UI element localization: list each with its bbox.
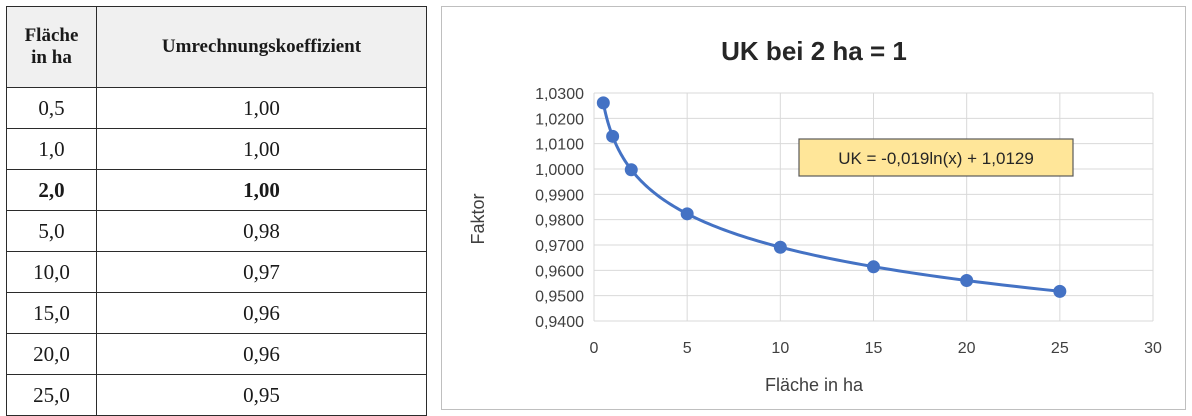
table-row: 25,0 0,95: [6, 374, 427, 416]
equation-label: UK = -0,019ln(x) + 1,0129: [798, 138, 1074, 177]
table-row: 0,5 1,00: [6, 87, 427, 129]
y-tick-label: 0,9400: [535, 314, 584, 331]
header-area-line2: in ha: [31, 47, 72, 68]
coefficient-table: Fläche in ha Umrechnungskoeffizient 0,5 1…: [6, 6, 427, 416]
y-tick-label: 1,0000: [535, 162, 584, 179]
x-tick-label: 15: [865, 340, 883, 357]
cell-area: 25,0: [6, 374, 97, 416]
y-tick-label: 1,0300: [535, 86, 584, 103]
cell-area: 2,0: [6, 169, 97, 211]
y-tick-label: 0,9800: [535, 213, 584, 230]
table-row: 20,0 0,96: [6, 333, 427, 375]
x-tick-label: 5: [683, 340, 692, 357]
table-row: 10,0 0,97: [6, 251, 427, 293]
cell-coefficient: 1,00: [96, 87, 427, 129]
cell-area: 20,0: [6, 333, 97, 375]
y-tick-label: 1,0100: [535, 137, 584, 154]
trendline: [601, 102, 1060, 293]
y-axis-tick-labels: 0,9400 0,9500 0,9600 0,9700 0,9800 0,9900 1,00…: [535, 86, 584, 331]
y-tick-label: 0,9500: [535, 289, 584, 306]
y-tick-label: 0,9700: [535, 238, 584, 255]
data-points: [596, 96, 1067, 298]
data-point: [773, 240, 787, 254]
y-axis-label: Faktor: [468, 193, 488, 244]
cell-coefficient: 0,98: [96, 210, 427, 252]
y-tick-label: 1,0200: [535, 111, 584, 128]
data-point: [1053, 284, 1067, 298]
header-area-line1: Fläche: [24, 25, 79, 46]
table-body: 0,5 1,00 1,0 1,00 2,0 1,00 5,0 0,98 10,0 0,97 15,0…: [6, 87, 427, 416]
cell-coefficient: 1,00: [96, 169, 427, 211]
equation-text: UK = -0,019ln(x) + 1,0129: [838, 149, 1034, 168]
factor-chart: UK bei 2 ha = 1 0,9400 0,9500 0,9600 0,9700…: [468, 36, 1162, 395]
header-coefficient: Umrechnungskoeffizient: [96, 6, 427, 88]
data-point: [596, 96, 610, 110]
cell-area: 1,0: [6, 128, 97, 170]
header-area: Fläche in ha: [6, 6, 97, 88]
table-row: 15,0 0,96: [6, 292, 427, 334]
x-tick-label: 0: [590, 340, 599, 357]
equation-box: [798, 138, 1074, 177]
x-axis-tick-labels: 0 5 10 15 20 25 30: [590, 340, 1162, 357]
data-point: [624, 163, 638, 177]
table-header-row: Fläche in ha Umrechnungskoeffizient: [6, 6, 427, 88]
data-point: [960, 273, 974, 287]
cell-area: 10,0: [6, 251, 97, 293]
cell-area: 0,5: [6, 87, 97, 129]
data-point: [606, 129, 620, 143]
cell-coefficient: 0,95: [96, 374, 427, 416]
cell-area: 15,0: [6, 292, 97, 334]
chart-panel: UK bei 2 ha = 1 0,9400 0,9500 0,9600 0,9700…: [441, 6, 1186, 410]
cell-coefficient: 0,97: [96, 251, 427, 293]
cell-area: 5,0: [6, 210, 97, 252]
data-point: [867, 260, 880, 274]
cell-coefficient: 0,96: [96, 292, 427, 334]
x-tick-label: 30: [1144, 340, 1162, 357]
chart-title: UK bei 2 ha = 1: [721, 36, 907, 66]
data-point: [680, 207, 694, 221]
chart-gridlines: [593, 92, 1154, 322]
coefficient-table-container: Fläche in ha Umrechnungskoeffizient 0,5 1…: [6, 6, 432, 416]
y-tick-label: 0,9900: [535, 187, 584, 204]
y-tick-label: 0,9600: [535, 263, 584, 280]
x-tick-label: 25: [1051, 340, 1069, 357]
cell-coefficient: 0,96: [96, 333, 427, 375]
table-row: 1,0 1,00: [6, 128, 427, 170]
x-tick-label: 20: [958, 340, 976, 357]
table-row: 2,0 1,00: [6, 169, 427, 211]
table-row: 5,0 0,98: [6, 210, 427, 252]
cell-coefficient: 1,00: [96, 128, 427, 170]
x-tick-label: 10: [771, 340, 789, 357]
x-axis-label: Fläche in ha: [765, 375, 864, 395]
